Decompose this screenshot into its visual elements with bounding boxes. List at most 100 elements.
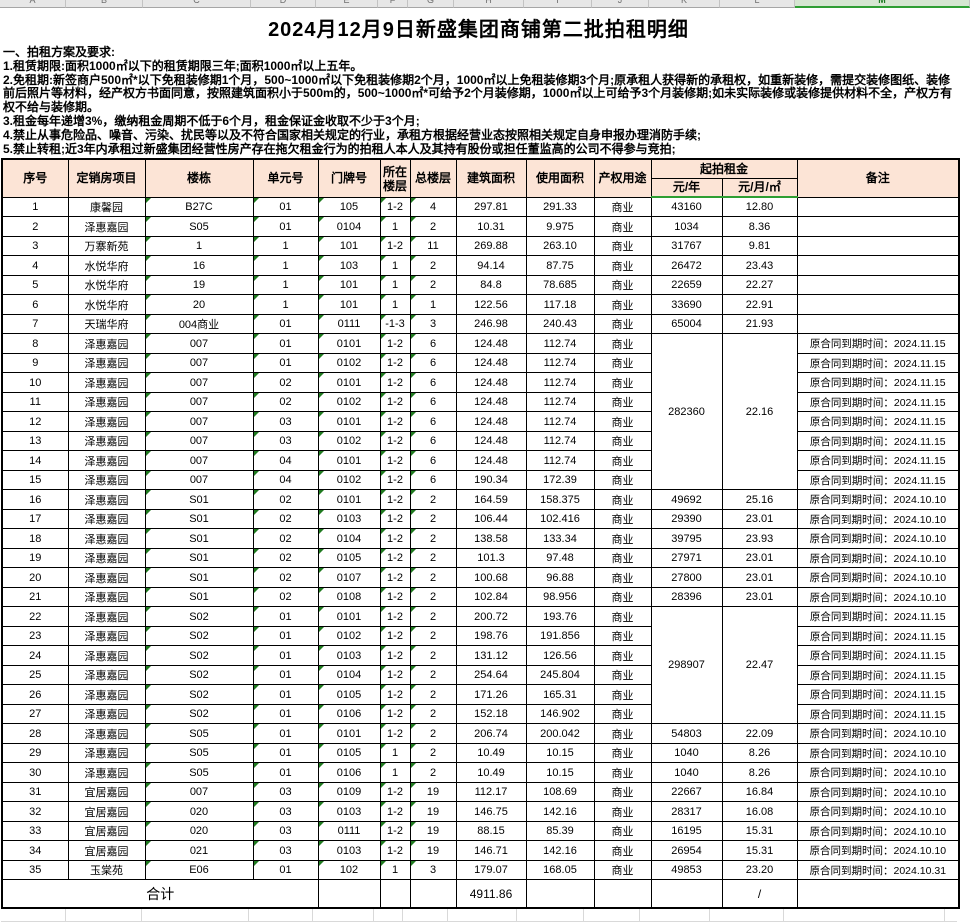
- cell-remark[interactable]: [796, 255, 960, 276]
- cell-remark[interactable]: [796, 313, 960, 335]
- cell-built_area[interactable]: 124.48: [455, 430, 527, 452]
- cell-floor[interactable]: 1: [379, 762, 411, 783]
- cell-unit[interactable]: 01: [252, 625, 319, 647]
- cell-rent_year[interactable]: 33690: [650, 294, 723, 315]
- cell-total_floors[interactable]: 4: [409, 196, 457, 218]
- cell-total_floors[interactable]: 19: [409, 840, 457, 861]
- cell-no[interactable]: 20: [1, 567, 69, 588]
- cell-remark[interactable]: 原合同到期时间：2024.10.10: [796, 489, 960, 510]
- cell-no[interactable]: 10: [1, 372, 69, 393]
- cell-rent_year[interactable]: 29390: [650, 508, 723, 530]
- cell-floor[interactable]: 1-2: [379, 664, 411, 686]
- total-empty-cell[interactable]: [317, 879, 381, 909]
- cell-built_area[interactable]: 164.59: [455, 489, 527, 510]
- cell-floor[interactable]: 1-2: [379, 508, 411, 530]
- cell-no[interactable]: 29: [1, 742, 69, 764]
- cell-floor[interactable]: 1: [379, 274, 411, 296]
- cell-unit[interactable]: 03: [252, 411, 319, 432]
- cell-use_area[interactable]: 112.74: [525, 352, 595, 374]
- cell-usage[interactable]: 商业: [593, 567, 652, 588]
- column-letter-strip[interactable]: A B C D E F G H I J K L M: [0, 0, 970, 8]
- cell-use_area[interactable]: 98.956: [525, 586, 595, 608]
- cell-floor[interactable]: 1-2: [379, 840, 411, 861]
- cell-use_area[interactable]: 168.05: [525, 859, 595, 881]
- cell-door[interactable]: 101: [317, 235, 381, 257]
- cell-built_area[interactable]: 124.48: [455, 333, 527, 354]
- cell-usage[interactable]: 商业: [593, 664, 652, 686]
- cell-no[interactable]: 27: [1, 703, 69, 725]
- cell-use_area[interactable]: 96.88: [525, 567, 595, 588]
- cell-building[interactable]: S01: [144, 528, 254, 549]
- cell-unit[interactable]: 04: [252, 450, 319, 471]
- cell-project[interactable]: 泽惠嘉园: [67, 372, 146, 393]
- cell-total_floors[interactable]: 2: [409, 216, 457, 237]
- cell-no[interactable]: 4: [1, 255, 69, 276]
- cell-usage[interactable]: 商业: [593, 450, 652, 471]
- cell-built_area[interactable]: 146.75: [455, 801, 527, 822]
- cell-built_area[interactable]: 179.07: [455, 859, 527, 881]
- cell-usage[interactable]: 商业: [593, 294, 652, 315]
- cell-door[interactable]: 0101: [317, 450, 381, 471]
- cell-building[interactable]: 1: [144, 235, 254, 257]
- cell-use_area[interactable]: 165.31: [525, 684, 595, 705]
- cell-remark[interactable]: [796, 294, 960, 315]
- cell-project[interactable]: 泽惠嘉园: [67, 547, 146, 569]
- cell-project[interactable]: 泽惠嘉园: [67, 216, 146, 237]
- cell-project[interactable]: 泽惠嘉园: [67, 430, 146, 452]
- cell-door[interactable]: 105: [317, 196, 381, 218]
- cell-unit[interactable]: 1: [252, 294, 319, 315]
- cell-floor[interactable]: 1-2: [379, 606, 411, 627]
- cell-floor[interactable]: 1: [379, 859, 411, 881]
- column-letter-G[interactable]: G: [408, 0, 454, 8]
- cell-door[interactable]: 0102: [317, 430, 381, 452]
- cell-use_area[interactable]: 263.10: [525, 235, 595, 257]
- cell-use_area[interactable]: 240.43: [525, 313, 595, 335]
- col-header-rent-month[interactable]: 元/月/㎡: [721, 177, 798, 199]
- cell-built_area[interactable]: 124.48: [455, 450, 527, 471]
- cell-floor[interactable]: 1-2: [379, 528, 411, 549]
- cell-project[interactable]: 天瑞华府: [67, 313, 146, 335]
- cell-usage[interactable]: 商业: [593, 801, 652, 822]
- cell-remark[interactable]: 原合同到期时间：2024.10.10: [796, 820, 960, 842]
- cell-usage[interactable]: 商业: [593, 781, 652, 803]
- cell-remark[interactable]: 原合同到期时间：2024.11.15: [796, 606, 960, 627]
- cell-built_area[interactable]: 84.8: [455, 274, 527, 296]
- cell-total_floors[interactable]: 6: [409, 352, 457, 374]
- col-header-built-area[interactable]: 建筑面积: [455, 158, 527, 198]
- cell-remark[interactable]: 原合同到期时间：2024.11.15: [796, 430, 960, 452]
- cell-total_floors[interactable]: 2: [409, 255, 457, 276]
- cell-unit[interactable]: 03: [252, 430, 319, 452]
- cell-building[interactable]: 007: [144, 781, 254, 803]
- cell-total_floors[interactable]: 3: [409, 859, 457, 881]
- cell-no[interactable]: 17: [1, 508, 69, 530]
- cell-project[interactable]: 泽惠嘉园: [67, 567, 146, 588]
- cell-total_floors[interactable]: 2: [409, 664, 457, 686]
- cell-floor[interactable]: 1-2: [379, 235, 411, 257]
- column-letter-L[interactable]: L: [720, 0, 795, 8]
- cell-floor[interactable]: 1: [379, 742, 411, 764]
- cell-built_area[interactable]: 10.31: [455, 216, 527, 237]
- cell-rent_month[interactable]: 15.31: [721, 820, 798, 842]
- cell-rent_month[interactable]: 16.84: [721, 781, 798, 803]
- cell-total_floors[interactable]: 2: [409, 684, 457, 705]
- cell-door[interactable]: 0104: [317, 528, 381, 549]
- total-empty-cell[interactable]: [525, 879, 595, 909]
- cell-floor[interactable]: 1: [379, 294, 411, 315]
- cell-door[interactable]: 0105: [317, 742, 381, 764]
- cell-door[interactable]: 0101: [317, 411, 381, 432]
- cell-project[interactable]: 宜居嘉园: [67, 820, 146, 842]
- cell-usage[interactable]: 商业: [593, 586, 652, 608]
- cell-use_area[interactable]: 142.16: [525, 840, 595, 861]
- cell-project[interactable]: 泽惠嘉园: [67, 742, 146, 764]
- cell-door[interactable]: 0102: [317, 352, 381, 374]
- cell-total_floors[interactable]: 2: [409, 508, 457, 530]
- cell-building[interactable]: S02: [144, 606, 254, 627]
- cell-usage[interactable]: 商业: [593, 762, 652, 783]
- cell-door[interactable]: 0104: [317, 216, 381, 237]
- cell-no[interactable]: 16: [1, 489, 69, 510]
- cell-no[interactable]: 24: [1, 645, 69, 666]
- cell-floor[interactable]: 1-2: [379, 547, 411, 569]
- cell-usage[interactable]: 商业: [593, 528, 652, 549]
- cell-total_floors[interactable]: 2: [409, 489, 457, 510]
- cell-remark[interactable]: 原合同到期时间：2024.11.15: [796, 684, 960, 705]
